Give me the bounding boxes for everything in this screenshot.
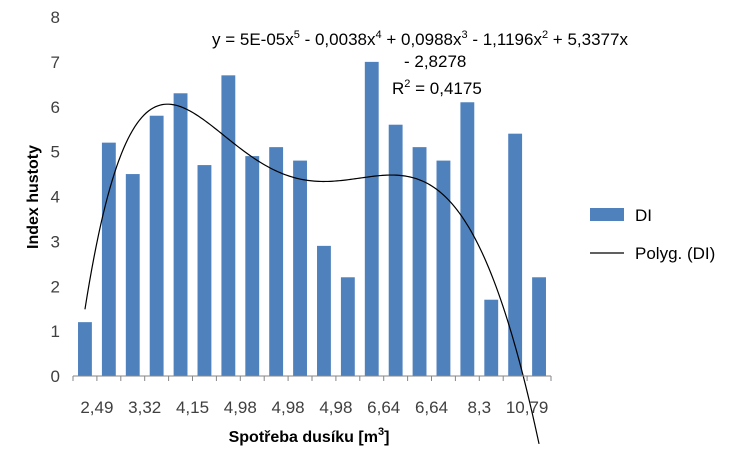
bar	[149, 115, 164, 376]
y-tick-label: 1	[51, 322, 60, 341]
bar	[364, 61, 379, 376]
bar	[173, 93, 188, 376]
bar	[221, 75, 236, 377]
x-axis-title: Spotřeba dusíku [m3]	[229, 426, 390, 446]
legend-label-trendline: Polyg. (DI)	[635, 244, 715, 263]
x-tick-label: 8,3	[467, 398, 491, 417]
x-tick-label: 4,15	[176, 398, 209, 417]
y-tick-label: 7	[51, 53, 60, 72]
y-tick-label: 3	[51, 232, 60, 251]
x-tick-label: 2,49	[80, 398, 113, 417]
x-tick-label: 4,98	[224, 398, 257, 417]
bar	[340, 277, 355, 376]
bar	[532, 277, 546, 376]
y-tick-label: 6	[51, 98, 60, 117]
bar	[293, 160, 307, 376]
y-tick-label: 4	[51, 188, 60, 207]
bar	[197, 165, 212, 376]
trendline-polyg-di	[84, 103, 540, 445]
y-tick-label: 5	[51, 143, 60, 162]
bar	[269, 147, 284, 376]
y-tick-label: 8	[51, 8, 60, 27]
legend-label-di: DI	[635, 206, 652, 225]
y-axis-ticks: 0 1 2 3 4 5 6 7 8	[51, 8, 60, 386]
bar	[460, 102, 475, 376]
y-tick-label: 0	[51, 367, 60, 386]
bar	[245, 156, 260, 376]
bar	[412, 147, 427, 376]
trendline-equation-line1: y = 5E-05x5 - 0,0038x4 + 0,0988x3 - 1,11…	[212, 29, 628, 49]
bar	[508, 133, 523, 376]
bar	[484, 299, 499, 376]
bar-series-di	[78, 61, 546, 377]
x-tick-label: 4,98	[319, 398, 352, 417]
x-tick-label: 3,32	[128, 398, 161, 417]
y-tick-label: 2	[51, 277, 60, 296]
bar	[78, 322, 92, 376]
x-tick-label: 10,79	[506, 398, 549, 417]
bar	[101, 142, 116, 376]
x-tick-label: 4,98	[272, 398, 305, 417]
bar	[317, 245, 331, 376]
legend: DI Polyg. (DI)	[590, 206, 715, 263]
bar	[436, 160, 451, 376]
r-squared-label: R2 = 0,4175	[392, 78, 482, 98]
bar	[125, 174, 140, 376]
trendline-equation-line2: - 2,8278	[404, 52, 466, 71]
x-tick-label: 6,64	[415, 398, 448, 417]
x-axis-ticks: 2,49 3,32 4,15 4,98 4,98 4,98 6,64 6,64 8,3 10,79	[72, 376, 552, 417]
bar	[388, 124, 403, 376]
legend-swatch-di	[590, 208, 624, 221]
y-axis-title: Index hustoty	[25, 145, 42, 249]
x-tick-label: 6,64	[367, 398, 400, 417]
